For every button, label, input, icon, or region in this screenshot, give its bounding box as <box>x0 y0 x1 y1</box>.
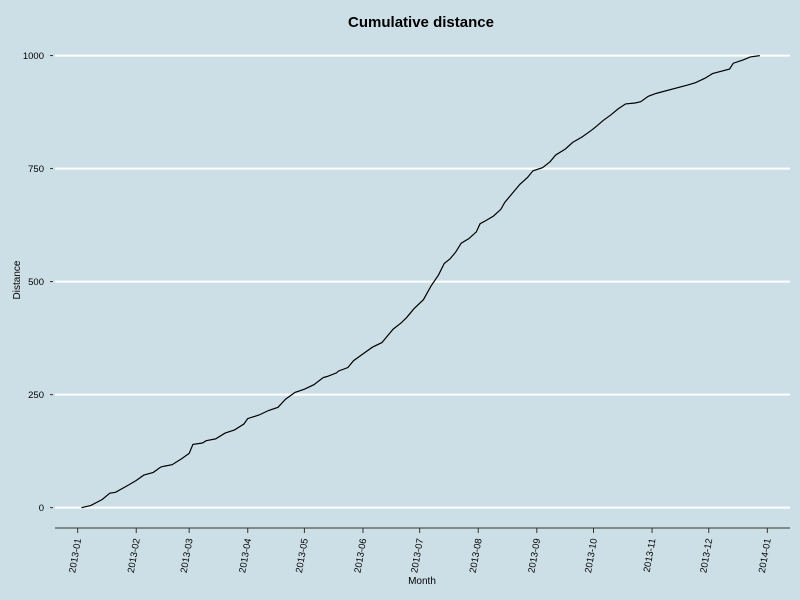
x-tick-label: 2013-04 <box>237 538 254 574</box>
x-tick-label: 2013-07 <box>409 538 426 574</box>
x-tick-label: 2013-09 <box>526 538 543 574</box>
x-tick-label: 2013-06 <box>353 538 370 574</box>
y-axis-label: Distance <box>12 260 23 299</box>
y-axis: 0 250 500 750 1000 <box>23 51 53 514</box>
x-tick-label: 2013-02 <box>126 538 143 574</box>
x-axis: 2013-01 2013-02 2013-03 2013-04 2013-05 2013-… <box>55 527 790 574</box>
x-tick-label: 2014-01 <box>757 538 774 574</box>
x-tick-label: 2013-12 <box>698 538 715 574</box>
y-tick-label: 750 <box>28 164 44 175</box>
x-tick-label: 2013-11 <box>642 538 659 574</box>
y-tick-label: 0 <box>39 503 44 514</box>
x-tick-label: 2013-01 <box>67 538 84 574</box>
y-tick-label: 250 <box>28 390 44 401</box>
cumulative-distance-line <box>81 55 760 509</box>
x-tick-label: 2013-08 <box>468 538 485 574</box>
chart-title: Cumulative distance <box>348 14 494 31</box>
x-tick-label: 2013-03 <box>179 538 196 574</box>
x-tick-label: 2013-05 <box>294 538 311 574</box>
y-tick-label: 1000 <box>23 51 44 62</box>
plot-area <box>81 55 760 509</box>
x-axis-label: Month <box>408 576 436 587</box>
gridlines <box>55 54 790 509</box>
x-tick-label: 2013-10 <box>583 538 600 574</box>
y-tick-label: 500 <box>28 277 44 288</box>
